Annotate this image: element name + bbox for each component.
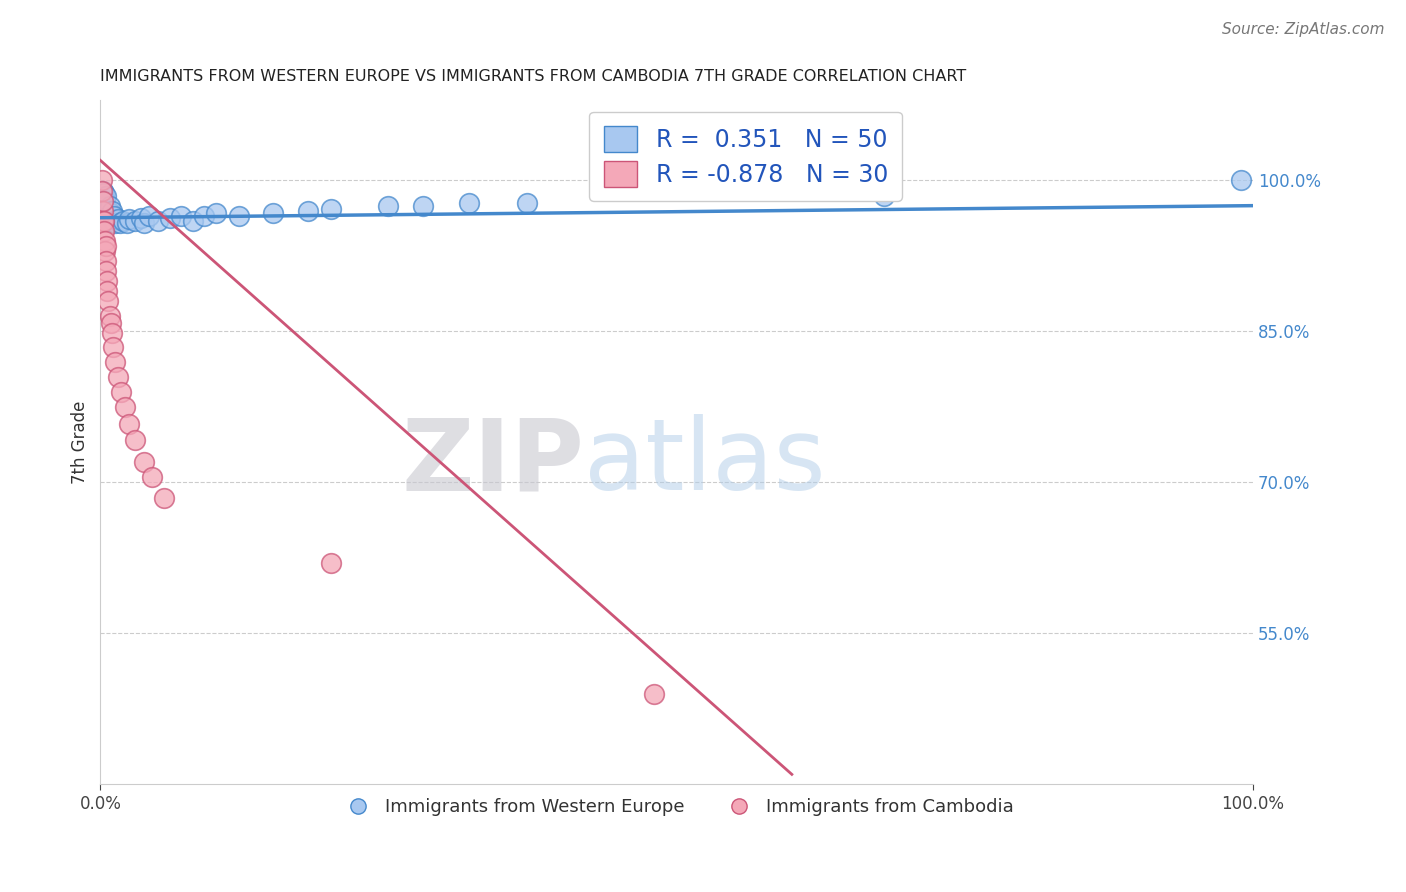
Text: ZIP: ZIP bbox=[402, 414, 585, 511]
Point bbox=[118, 417, 141, 431]
Point bbox=[228, 209, 250, 223]
Point bbox=[96, 209, 118, 223]
Point bbox=[101, 213, 124, 227]
Point bbox=[107, 211, 129, 226]
Point bbox=[100, 205, 122, 219]
Point bbox=[141, 470, 163, 484]
Point bbox=[94, 194, 117, 208]
Point bbox=[115, 216, 138, 230]
Point bbox=[152, 491, 174, 505]
Point bbox=[110, 384, 132, 399]
Point bbox=[94, 199, 117, 213]
Text: atlas: atlas bbox=[585, 414, 825, 511]
Point bbox=[138, 209, 160, 223]
Point bbox=[159, 211, 181, 225]
Point bbox=[297, 203, 319, 218]
Point bbox=[96, 284, 118, 298]
Point bbox=[91, 194, 114, 208]
Point bbox=[96, 274, 118, 288]
Point bbox=[114, 400, 136, 414]
Point bbox=[101, 211, 124, 226]
Point bbox=[93, 224, 115, 238]
Point bbox=[181, 213, 204, 227]
Point bbox=[134, 455, 156, 469]
Point bbox=[100, 317, 122, 331]
Text: Source: ZipAtlas.com: Source: ZipAtlas.com bbox=[1222, 22, 1385, 37]
Point bbox=[98, 199, 121, 213]
Point bbox=[101, 203, 124, 218]
Point bbox=[97, 294, 120, 309]
Point bbox=[94, 244, 117, 258]
Text: IMMIGRANTS FROM WESTERN EUROPE VS IMMIGRANTS FROM CAMBODIA 7TH GRADE CORRELATION: IMMIGRANTS FROM WESTERN EUROPE VS IMMIGR… bbox=[100, 69, 966, 84]
Point bbox=[134, 216, 156, 230]
Point bbox=[97, 203, 120, 218]
Point bbox=[91, 213, 114, 227]
Point bbox=[94, 254, 117, 268]
Point bbox=[94, 188, 117, 202]
Point bbox=[91, 203, 114, 218]
Legend: Immigrants from Western Europe, Immigrants from Cambodia: Immigrants from Western Europe, Immigran… bbox=[333, 791, 1021, 823]
Point bbox=[94, 264, 117, 278]
Point bbox=[93, 213, 115, 227]
Point bbox=[146, 213, 169, 227]
Point bbox=[98, 310, 121, 324]
Point bbox=[94, 199, 117, 213]
Point bbox=[262, 205, 284, 219]
Point bbox=[101, 326, 124, 341]
Point bbox=[170, 209, 193, 223]
Point bbox=[94, 202, 117, 216]
Point bbox=[412, 199, 434, 213]
Point bbox=[94, 234, 117, 248]
Point bbox=[94, 239, 117, 253]
Point bbox=[107, 369, 129, 384]
Y-axis label: 7th Grade: 7th Grade bbox=[72, 401, 89, 483]
Point bbox=[112, 213, 135, 227]
Point bbox=[104, 216, 127, 230]
Point bbox=[458, 195, 481, 210]
Point bbox=[643, 687, 665, 701]
Point bbox=[91, 184, 114, 198]
Point bbox=[1230, 173, 1253, 187]
Point bbox=[516, 195, 538, 210]
Point bbox=[103, 209, 125, 223]
Point bbox=[377, 199, 399, 213]
Point bbox=[93, 186, 115, 200]
Point bbox=[319, 556, 342, 570]
Point bbox=[93, 192, 115, 206]
Point bbox=[101, 340, 124, 354]
Point bbox=[97, 213, 120, 227]
Point bbox=[124, 213, 146, 227]
Point bbox=[193, 209, 215, 223]
Point bbox=[124, 433, 146, 447]
Point bbox=[319, 202, 342, 216]
Point bbox=[90, 195, 112, 210]
Point bbox=[108, 216, 131, 230]
Point bbox=[96, 202, 118, 216]
Point bbox=[94, 205, 117, 219]
Point bbox=[90, 173, 112, 187]
Point bbox=[104, 354, 127, 368]
Point bbox=[98, 209, 121, 223]
Point bbox=[204, 205, 226, 219]
Point bbox=[129, 211, 152, 225]
Point bbox=[93, 203, 115, 218]
Point bbox=[118, 211, 141, 226]
Point bbox=[873, 188, 896, 202]
Point bbox=[91, 199, 114, 213]
Point bbox=[90, 188, 112, 202]
Point bbox=[90, 184, 112, 198]
